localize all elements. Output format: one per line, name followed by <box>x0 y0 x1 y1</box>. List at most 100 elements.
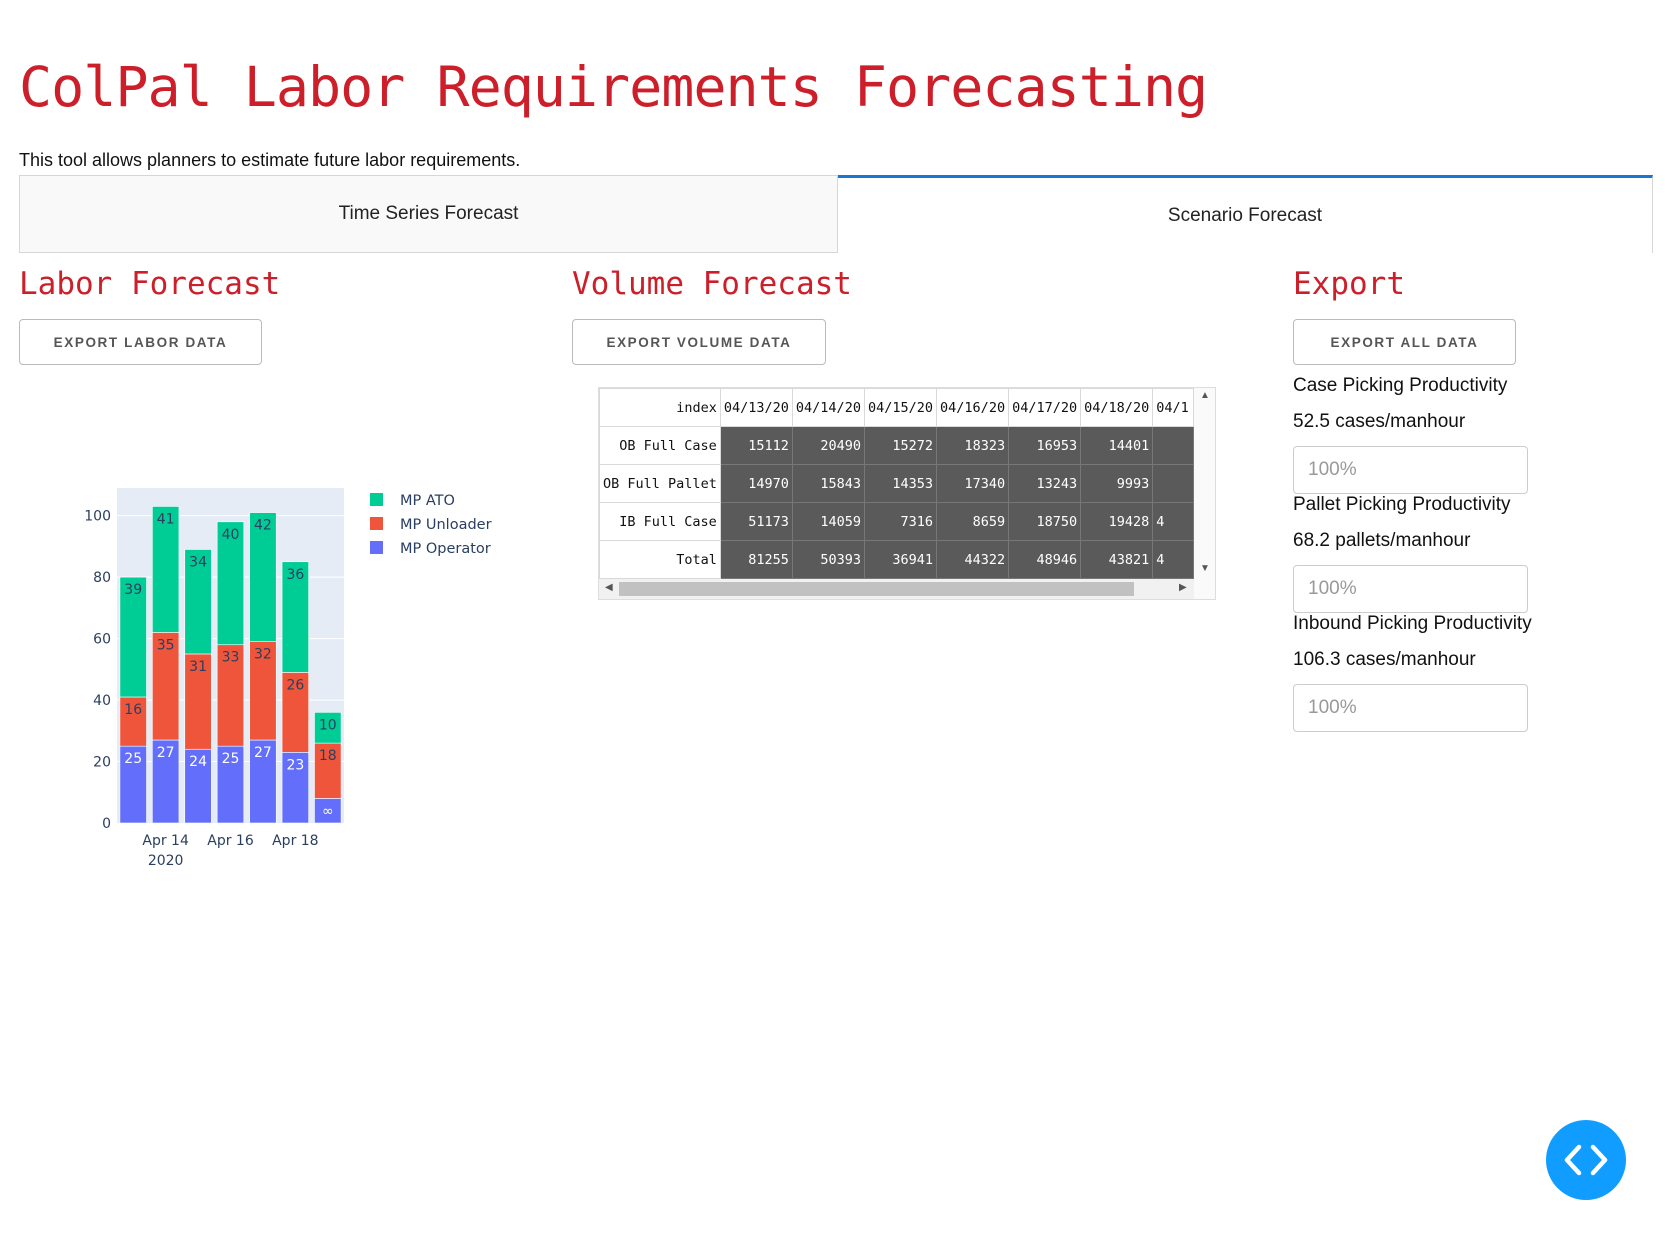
y-tick-label: 20 <box>93 755 111 771</box>
vertical-scrollbar[interactable]: ▲ ▼ <box>1194 388 1215 579</box>
bar-segment <box>184 549 212 655</box>
table-cell: 4 <box>1152 502 1194 541</box>
export-volume-data-button[interactable]: EXPORT VOLUME DATA <box>572 319 826 365</box>
bar-segment <box>184 653 212 750</box>
table-header-row: index 04/13/20 04/14/20 04/15/20 04/16/2… <box>599 388 1194 427</box>
bar-data-label: 23 <box>286 757 304 773</box>
table-column-header: 04/15/20 <box>863 388 938 427</box>
scroll-left-icon[interactable]: ◀ <box>605 582 613 593</box>
table-column-header: 04/1 <box>1152 388 1194 427</box>
volume-table[interactable]: index 04/13/20 04/14/20 04/15/20 04/16/2… <box>598 387 1216 600</box>
case-picking-label: Case Picking Productivity <box>1293 375 1508 396</box>
bar-segment <box>281 672 309 753</box>
bar-data-label: 42 <box>254 518 272 534</box>
table-cell: 16953 <box>1008 426 1082 465</box>
table-cell: 44322 <box>936 540 1010 579</box>
table-cell: 81255 <box>719 540 793 579</box>
x-tick-sublabel: 2020 <box>148 853 184 869</box>
legend-label: MP Operator <box>400 541 491 557</box>
bar-segment <box>152 739 180 824</box>
legend-swatch <box>370 493 383 506</box>
table-row: OB Full Pallet 14970 15843 14353 17340 1… <box>599 464 1194 503</box>
table-cell: 7316 <box>863 502 938 541</box>
x-tick-label: Apr 14 <box>142 833 189 849</box>
table-cell: 18323 <box>936 426 1010 465</box>
bar-segment <box>152 632 180 741</box>
scroll-down-icon[interactable]: ▼ <box>1200 563 1210 574</box>
bar-data-label: 31 <box>189 659 207 675</box>
horizontal-scrollbar[interactable]: ◀ ▶ <box>599 579 1194 599</box>
bar-segment <box>216 521 245 646</box>
y-tick-label: 40 <box>93 693 111 709</box>
volume-forecast-title: Volume Forecast <box>572 266 852 302</box>
code-brackets-icon <box>1564 1144 1608 1176</box>
legend-swatch <box>370 541 383 554</box>
export-all-data-button[interactable]: EXPORT ALL DATA <box>1293 319 1516 365</box>
table-row-header: Total <box>599 540 721 579</box>
table-cell: 51173 <box>719 502 793 541</box>
scroll-right-icon[interactable]: ▶ <box>1179 582 1187 593</box>
table-cell: 13243 <box>1008 464 1082 503</box>
bar-data-label: 27 <box>157 745 175 761</box>
table-column-header: 04/17/20 <box>1008 388 1082 427</box>
bar-segment <box>119 576 147 698</box>
table-cell: 20490 <box>791 426 865 465</box>
bar-data-label: 32 <box>254 647 272 663</box>
bar-segment <box>314 712 342 744</box>
table-cell: 14059 <box>791 502 865 541</box>
bar-data-label: 24 <box>189 754 207 770</box>
bar-segment <box>216 745 245 824</box>
bar-data-label: 33 <box>222 650 240 666</box>
scroll-up-icon[interactable]: ▲ <box>1200 390 1210 401</box>
pallet-picking-input[interactable] <box>1293 565 1528 613</box>
table-cell: 50393 <box>791 540 865 579</box>
x-tick-label: Apr 16 <box>207 833 254 849</box>
table-row-header: OB Full Case <box>599 426 721 465</box>
page-title: ColPal Labor Requirements Forecasting <box>19 55 1208 119</box>
bar-data-label: 25 <box>124 751 142 767</box>
table-row: OB Full Case 15112 20490 15272 18323 169… <box>599 426 1194 465</box>
inbound-picking-label: Inbound Picking Productivity <box>1293 613 1532 634</box>
bar-data-label: 10 <box>319 717 337 733</box>
table-cell: 9993 <box>1080 464 1154 503</box>
bar-data-label: 16 <box>124 702 142 718</box>
table-column-header: 04/18/20 <box>1080 388 1154 427</box>
volume-data-table: index 04/13/20 04/14/20 04/15/20 04/16/2… <box>599 388 1194 579</box>
case-picking-input[interactable] <box>1293 446 1528 494</box>
inbound-picking-value: 106.3 cases/manhour <box>1293 649 1476 670</box>
bar-segment <box>249 641 277 741</box>
inbound-picking-input[interactable] <box>1293 684 1528 732</box>
bar-segment <box>119 745 147 824</box>
table-row-header: IB Full Case <box>599 502 721 541</box>
bar-segment <box>184 748 212 824</box>
bar-segment <box>249 739 277 824</box>
table-column-header: 04/16/20 <box>936 388 1010 427</box>
bar-segment <box>216 644 245 747</box>
tab-time-series-forecast[interactable]: Time Series Forecast <box>19 175 838 253</box>
table-cell <box>1152 464 1194 503</box>
export-labor-data-button[interactable]: EXPORT LABOR DATA <box>19 319 262 365</box>
legend-label: MP ATO <box>400 493 455 509</box>
table-cell: 19428 <box>1080 502 1154 541</box>
case-picking-value: 52.5 cases/manhour <box>1293 411 1466 432</box>
bar-segment <box>281 561 309 673</box>
table-row-header: OB Full Pallet <box>599 464 721 503</box>
bar-data-label: 39 <box>124 582 142 598</box>
bar-data-label: 27 <box>254 745 272 761</box>
table-cell: 18750 <box>1008 502 1082 541</box>
legend-swatch <box>370 517 383 530</box>
bar-data-label: ∞ <box>322 803 334 819</box>
table-cell: 43821 <box>1080 540 1154 579</box>
tab-scenario-forecast[interactable]: Scenario Forecast <box>838 175 1653 253</box>
legend-label: MP Unloader <box>400 517 492 533</box>
table-row: Total 81255 50393 36941 44322 48946 4382… <box>599 540 1194 579</box>
table-cell: 15272 <box>863 426 938 465</box>
tab-bar: Time Series Forecast Scenario Forecast <box>19 175 1653 253</box>
table-cell: 15843 <box>791 464 865 503</box>
table-cell: 14401 <box>1080 426 1154 465</box>
horizontal-scroll-thumb[interactable] <box>619 582 1134 596</box>
bar-segment <box>119 696 147 747</box>
table-column-header: 04/14/20 <box>791 388 865 427</box>
dev-tools-button[interactable] <box>1546 1120 1626 1200</box>
bar-data-label: 36 <box>286 567 304 583</box>
